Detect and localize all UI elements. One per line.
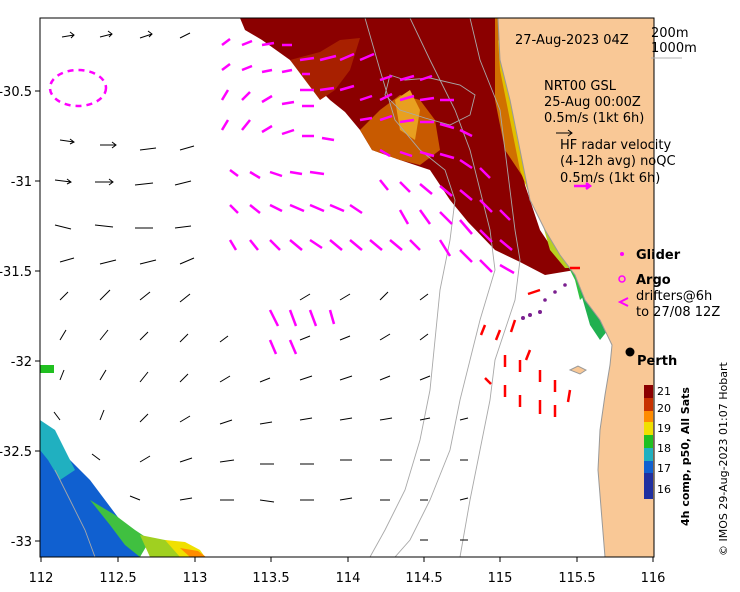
- y-tick-label: -31.5: [0, 265, 32, 280]
- argo-legend-marker: [618, 275, 626, 283]
- colorbar-tick: 20: [657, 402, 671, 415]
- x-tick-label: 112: [29, 571, 54, 586]
- y-tick-label: -31: [11, 175, 32, 190]
- contour-1000m-label: 1000m: [651, 41, 697, 56]
- y-tick-label: -32.5: [0, 445, 32, 460]
- y-tick-label: -33: [11, 535, 32, 550]
- radar-legend-line1: HF radar velocity: [560, 138, 672, 153]
- x-tick-label: 115: [488, 571, 513, 586]
- colorbar-tick: 21: [657, 385, 671, 398]
- radar-current-arrows: [220, 38, 515, 355]
- x-tick-label: 114: [336, 571, 361, 586]
- radar-legend-line2: (4-12h avg) noQC: [560, 154, 676, 169]
- timestamp-label: 27-Aug-2023 04Z: [515, 33, 629, 48]
- sst-colorbar: 21 20 19 18 17 16: [644, 385, 671, 499]
- x-tick-label: 113.5: [252, 571, 289, 586]
- drifter-legend-line2: to 27/08 12Z: [636, 305, 720, 320]
- perth-marker: [625, 347, 635, 357]
- coastline: [497, 18, 613, 557]
- argo-glider-dots: [521, 283, 567, 320]
- contour-200m-label: 200m: [651, 26, 688, 41]
- glider-legend-dot: [620, 252, 624, 256]
- glider-legend-label: Glider: [636, 248, 681, 263]
- x-axis: 112 112.5 113 113.5 114 114.5 115 115.5 …: [29, 557, 666, 586]
- x-tick-label: 116: [641, 571, 666, 586]
- x-tick-label: 113: [183, 571, 208, 586]
- drifter-legend-line1: drifters@6h: [636, 289, 712, 304]
- radar-eddy-loop: [48, 68, 108, 108]
- drifter-legend-marker: [617, 297, 629, 307]
- model-legend-line2: 25-Aug 00:00Z: [544, 95, 641, 110]
- x-tick-label: 115.5: [558, 571, 595, 586]
- y-tick-label: -32: [11, 355, 32, 370]
- radar-legend-arrow: [574, 182, 593, 190]
- drifter-tracks: [479, 266, 580, 417]
- model-current-arrows: [53, 30, 469, 541]
- sst-patch-southwest: [40, 365, 206, 557]
- x-tick-label: 114.5: [405, 571, 442, 586]
- colorbar-tick: 16: [657, 483, 671, 496]
- colorbar-tick: 18: [657, 442, 671, 455]
- model-legend-line3: 0.5m/s (1kt 6h): [544, 111, 644, 126]
- colorbar-label: 4h comp, p50, All Sats: [679, 387, 692, 526]
- colorbar-tick: 17: [657, 462, 671, 475]
- y-axis: -30.5 -31 -31.5 -32 -32.5 -33: [0, 85, 40, 550]
- land-australia: [498, 18, 654, 557]
- model-legend-line1: NRT00 GSL: [544, 79, 617, 94]
- bathymetry-contours: [54, 18, 521, 557]
- credit-label: © IMOS 29-Aug-2023 01:07 Hobart: [717, 362, 730, 556]
- x-tick-label: 112.5: [99, 571, 136, 586]
- model-legend-arrow: [556, 129, 573, 137]
- perth-label: Perth: [637, 354, 677, 369]
- radar-legend-line3: 0.5m/s (1kt 6h): [560, 171, 660, 186]
- y-tick-label: -30.5: [0, 85, 32, 100]
- plot-frame: [39, 17, 655, 558]
- colorbar-tick: 19: [657, 422, 671, 435]
- argo-legend-label: Argo: [636, 273, 671, 288]
